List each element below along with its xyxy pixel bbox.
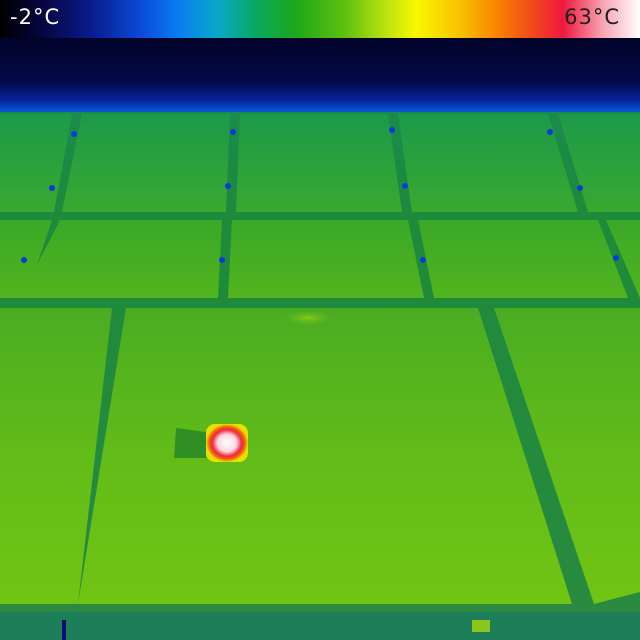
cell-shadow [174, 428, 206, 458]
scale-min-label: -2°C [10, 5, 61, 29]
scale-max-label: 63°C [564, 5, 620, 29]
panel-row-middle [0, 220, 640, 298]
panel-row-far [0, 114, 640, 212]
temperature-scale-bar: -2°C 63°C [0, 0, 640, 38]
hotspot-cell [206, 424, 248, 462]
panel-row-near [0, 308, 640, 640]
frame-joint-markers [21, 127, 619, 263]
